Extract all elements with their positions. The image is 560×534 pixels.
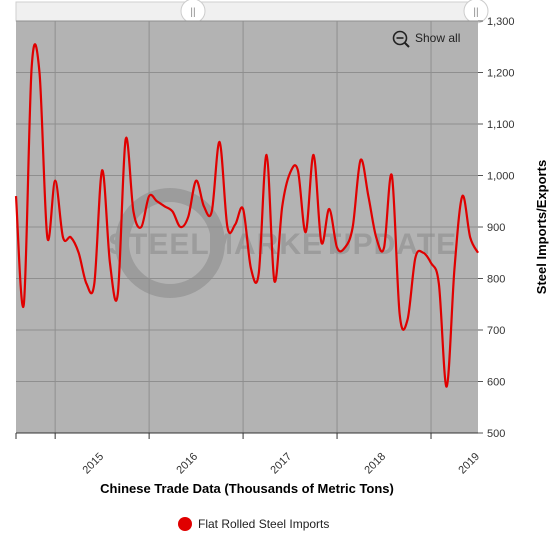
data-point[interactable] — [265, 153, 269, 157]
data-point[interactable] — [69, 235, 73, 239]
data-point[interactable] — [53, 179, 57, 183]
data-point[interactable] — [468, 235, 472, 239]
data-point[interactable] — [421, 251, 425, 255]
data-point[interactable] — [108, 261, 112, 265]
data-point[interactable] — [280, 204, 284, 208]
data-point[interactable] — [476, 251, 480, 255]
range-navigator-bar[interactable] — [15, 1, 479, 22]
data-point[interactable] — [139, 225, 143, 229]
data-point[interactable] — [77, 251, 81, 255]
data-point[interactable] — [445, 385, 449, 389]
data-point[interactable] — [218, 140, 222, 144]
data-point[interactable] — [171, 210, 175, 214]
data-point[interactable] — [210, 210, 214, 214]
data-point[interactable] — [116, 292, 120, 296]
data-point[interactable] — [304, 230, 308, 234]
range-handle-right-grip: || — [473, 7, 478, 18]
x-tick-label: 2015 — [80, 451, 106, 477]
data-point[interactable] — [100, 168, 104, 172]
data-point[interactable] — [22, 302, 26, 306]
data-point[interactable] — [351, 225, 355, 229]
y-tick-label: 600 — [487, 377, 505, 389]
show-all-label: Show all — [415, 31, 460, 45]
y-tick-label: 700 — [487, 325, 505, 337]
data-point[interactable] — [382, 246, 386, 250]
data-point[interactable] — [147, 194, 151, 198]
data-point[interactable] — [163, 204, 167, 208]
grid-lines — [16, 20, 478, 433]
zoom-out-icon — [392, 30, 410, 48]
data-point[interactable] — [225, 225, 229, 229]
data-point[interactable] — [131, 210, 135, 214]
data-point[interactable] — [406, 318, 410, 322]
data-point[interactable] — [453, 266, 457, 270]
y-tick-label: 1,100 — [487, 119, 515, 131]
watermark-word-steel: STEEL — [108, 228, 210, 261]
data-point[interactable] — [124, 137, 128, 141]
series-line-flat-rolled-steel-imports[interactable] — [14, 43, 479, 388]
data-point[interactable] — [178, 225, 182, 229]
data-point[interactable] — [202, 204, 206, 208]
data-point[interactable] — [437, 282, 441, 286]
y-tick-label: 1,000 — [487, 171, 515, 183]
y-tick-label: 1,300 — [487, 16, 515, 28]
data-point[interactable] — [241, 207, 245, 211]
legend-marker — [178, 517, 192, 531]
data-point[interactable] — [288, 171, 292, 175]
y-tick-label: 900 — [487, 222, 505, 234]
data-point[interactable] — [61, 235, 65, 239]
x-axis-title: Chinese Trade Data (Thousands of Metric … — [100, 481, 394, 496]
data-point[interactable] — [194, 179, 198, 183]
data-point[interactable] — [92, 282, 96, 286]
data-point[interactable] — [30, 65, 34, 69]
legend-label: Flat Rolled Steel Imports — [198, 517, 329, 531]
data-point[interactable] — [272, 279, 276, 283]
range-handle-right[interactable]: || — [463, 0, 489, 24]
data-point[interactable] — [390, 174, 394, 178]
x-tick-label: 2019 — [456, 451, 482, 477]
data-point[interactable] — [296, 168, 300, 172]
y-tick-label: 800 — [487, 274, 505, 286]
watermark-globe-icon — [115, 188, 225, 298]
data-point[interactable] — [45, 235, 49, 239]
data-point[interactable] — [14, 194, 18, 198]
legend-item-flat-rolled-steel-imports[interactable]: Flat Rolled Steel Imports — [178, 517, 329, 531]
y-axis-ticks: 500 600 700 800 900 1,000 1,100 1,200 1,300 — [478, 16, 515, 440]
y-tick-label: 500 — [487, 428, 505, 440]
x-tick-label: 2017 — [268, 451, 294, 477]
data-point[interactable] — [155, 199, 159, 203]
data-point[interactable] — [343, 246, 347, 250]
show-all-button[interactable]: Show all — [392, 30, 461, 48]
data-point[interactable] — [327, 207, 331, 211]
data-point[interactable] — [366, 194, 370, 198]
x-tick-label: 2018 — [362, 451, 388, 477]
data-point[interactable] — [186, 215, 190, 219]
data-point[interactable] — [335, 246, 339, 250]
data-point[interactable] — [319, 240, 323, 244]
data-point[interactable] — [312, 153, 316, 157]
data-point[interactable] — [84, 282, 88, 286]
data-point[interactable] — [359, 158, 363, 162]
data-point[interactable] — [249, 266, 253, 270]
data-point[interactable] — [37, 71, 41, 75]
x-tick-label: 2016 — [174, 451, 200, 477]
range-handle-left-grip: || — [190, 7, 195, 18]
data-point[interactable] — [257, 271, 261, 275]
y-axis-title: Steel Imports/Exports — [534, 160, 549, 294]
data-point[interactable] — [374, 235, 378, 239]
watermark-word-update: UPDATE — [330, 228, 457, 261]
data-point[interactable] — [413, 256, 417, 260]
range-handle-left[interactable]: || — [180, 0, 206, 24]
y-tick-label: 1,200 — [487, 68, 515, 80]
data-point[interactable] — [398, 313, 402, 317]
data-point[interactable] — [429, 261, 433, 265]
data-point[interactable] — [460, 194, 464, 198]
x-axis-ticks: 2015 2016 2017 2018 2019 — [15, 433, 482, 477]
data-point[interactable] — [233, 222, 237, 226]
